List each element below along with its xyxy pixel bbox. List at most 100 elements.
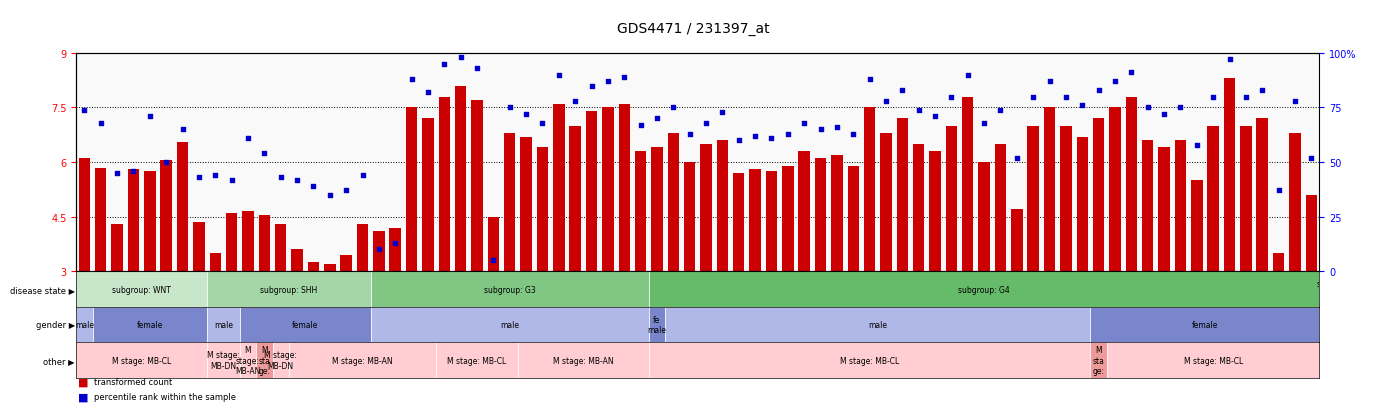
Point [286,177,308,183]
Bar [438,97,450,272]
Point [302,183,324,190]
Point [1283,98,1306,105]
Bar [897,119,908,272]
Bar [1240,126,1252,272]
Bar [207,272,370,307]
Bar [750,170,761,272]
Point [1088,88,1110,94]
Bar [1272,254,1285,272]
Bar [1027,126,1040,272]
Bar [651,148,663,272]
Point [1267,188,1289,194]
Bar [798,152,809,272]
Point [875,98,897,105]
Bar [93,307,207,342]
Point [694,120,717,127]
Point [1202,94,1224,101]
Point [434,61,456,68]
Bar [423,119,434,272]
Point [352,173,374,179]
Bar [1094,119,1105,272]
Bar [455,86,466,272]
Point [629,122,651,129]
Bar [1091,307,1319,342]
Point [761,135,783,142]
Bar [207,342,240,378]
Bar [1012,210,1023,272]
Bar [370,307,649,342]
Bar [668,134,679,272]
Point [843,131,865,138]
Bar [1091,342,1107,378]
Point [1300,155,1322,161]
Text: fe
male: fe male [647,315,667,335]
Bar [471,101,482,272]
Bar [665,307,1091,342]
Text: M stage: MB-CL: M stage: MB-CL [448,356,507,365]
Bar [1319,342,1353,378]
Text: disease state ▶: disease state ▶ [10,285,75,294]
Point [155,159,177,166]
Point [516,112,538,118]
Text: M
stage:
MB-AN: M stage: MB-AN [236,345,261,375]
Bar [700,145,712,272]
Text: M
sta
ge:: M sta ge: [258,345,270,375]
Bar [209,254,220,272]
Bar [518,342,649,378]
Point [1055,94,1077,101]
Bar [635,152,646,272]
Bar [782,166,794,272]
Text: M stage: MB-AN: M stage: MB-AN [333,356,392,365]
Bar [1107,342,1319,378]
Bar [144,172,155,272]
Bar [649,342,1091,378]
Bar [536,148,549,272]
Text: M stage:
MB-DN: M stage: MB-DN [207,351,240,370]
Point [826,124,848,131]
Point [499,105,521,112]
Text: subgroup: SHH: subgroup: SHH [261,285,317,294]
Bar [96,168,107,272]
Point [531,120,553,127]
Text: M stage: MB-AN: M stage: MB-AN [553,356,614,365]
Bar [832,155,843,272]
Bar [76,307,93,342]
Point [139,114,161,120]
Bar [193,223,205,272]
Point [1153,112,1175,118]
Bar [1319,307,1336,342]
Point [793,120,815,127]
Text: M
stage:
MB-Myc: M stage: MB-Myc [1321,345,1351,375]
Text: female: female [292,320,319,329]
Point [663,105,685,112]
Bar [520,137,532,272]
Point [107,170,129,177]
Bar [288,342,437,378]
Point [319,192,341,199]
Bar [1077,137,1088,272]
Point [172,127,194,133]
Point [188,175,211,181]
Bar [240,307,370,342]
Bar [765,172,778,272]
Point [1006,155,1028,161]
Text: female: female [1192,320,1218,329]
Text: subgroup: G4: subgroup: G4 [958,285,1010,294]
Bar [256,342,273,378]
Bar [1207,126,1218,272]
Bar [437,342,518,378]
Bar [356,224,369,272]
Text: percentile rank within the sample: percentile rank within the sample [94,392,236,401]
Point [679,131,701,138]
Bar [341,255,352,272]
Text: male: male [868,320,887,329]
Bar [717,141,728,272]
Bar [553,104,564,272]
Point [1120,70,1142,76]
Point [1071,103,1094,109]
Bar [406,108,417,272]
Bar [1175,141,1186,272]
Text: subgroup: WNT: subgroup: WNT [112,285,170,294]
Point [254,151,276,157]
Point [90,120,112,127]
